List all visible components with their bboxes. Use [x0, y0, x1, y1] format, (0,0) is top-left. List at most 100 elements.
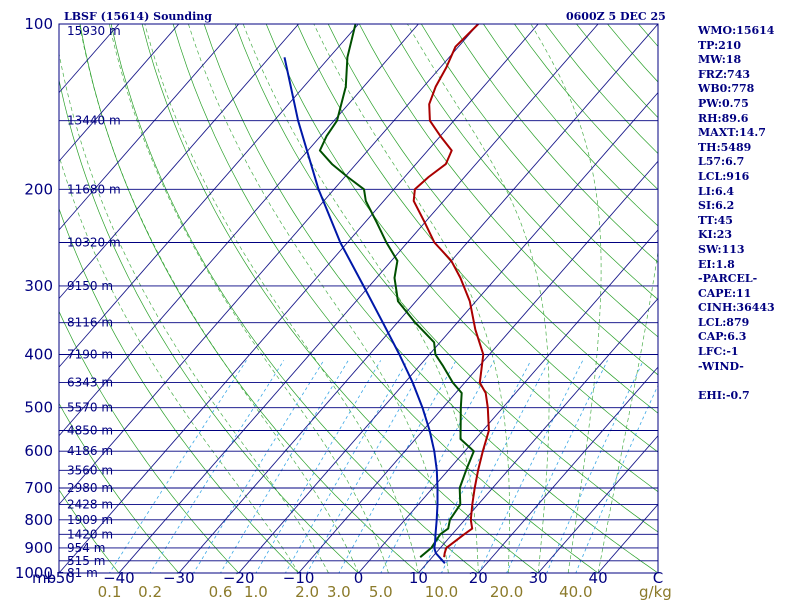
index-entry: CAP:6.3	[698, 330, 747, 344]
pressure-tick-label: 500	[24, 399, 53, 417]
pressure-tick-label: 400	[24, 346, 53, 364]
isotherm	[358, 229, 658, 573]
isotherm	[477, 366, 658, 573]
mixing-ratio-line	[506, 360, 608, 573]
observation-time: 0600Z 5 DEC 25	[566, 10, 666, 23]
height-label: 7190 m	[67, 348, 113, 362]
mixing-ratio-tick-label: 0.6	[209, 583, 233, 600]
mixing-ratio-tick-label: 1.0	[244, 583, 268, 600]
index-entry: LCL:916	[698, 169, 750, 183]
isotherm	[238, 91, 658, 573]
pressure-tick-label: 200	[24, 180, 53, 198]
temperature-tick-label: −20	[223, 569, 255, 587]
index-entry: -PARCEL-	[698, 272, 758, 286]
isotherm	[59, 24, 359, 368]
index-entry: SW:113	[698, 242, 745, 256]
temperature-tick-label: −50	[43, 569, 75, 587]
dry-adiabat	[327, 24, 658, 414]
temperature-tick-label: −40	[103, 569, 135, 587]
height-label: 3560 m	[67, 463, 113, 477]
mixing-ratio-tick-label: 5.0	[369, 583, 393, 600]
dry-adiabat	[141, 24, 539, 573]
mixing-ratio-unit-label: g/kg	[639, 583, 672, 600]
mixing-ratio-tick-label: 2.0	[295, 583, 319, 600]
isotherm	[118, 24, 599, 573]
pressure-tick-label: 300	[24, 277, 53, 295]
height-label: 5570 m	[67, 401, 113, 415]
pressure-tick-label: 900	[24, 539, 53, 557]
isotherm	[178, 24, 658, 573]
isotherm	[59, 24, 180, 162]
mixing-ratio-tick-label: 3.0	[327, 583, 351, 600]
index-entry: LI:6.4	[698, 184, 735, 198]
mixing-ratio-line	[441, 360, 550, 573]
dry-adiabat	[110, 24, 479, 573]
dry-adiabat	[203, 24, 658, 573]
index-entry: FRZ:743	[698, 67, 751, 81]
mixing-ratio-line	[149, 360, 285, 573]
index-entry: EHI:-0.7	[698, 388, 750, 402]
index-entry: PW:0.75	[698, 96, 749, 110]
parcel-line	[283, 57, 446, 564]
isotherm	[59, 24, 539, 573]
index-entry: TP:210	[698, 38, 742, 52]
temperature-line	[412, 24, 490, 558]
mixing-ratio-line	[109, 360, 247, 573]
index-entry: CINH:36443	[698, 301, 775, 315]
height-label: 10320 m	[67, 236, 121, 250]
index-entry: SI:6.2	[698, 199, 735, 213]
height-label: 2980 m	[67, 481, 113, 495]
dry-adiabat	[59, 572, 60, 573]
index-entry: RH:89.6	[698, 111, 749, 125]
temperature-tick-label: −30	[163, 569, 195, 587]
mixing-ratio-line	[380, 360, 495, 573]
index-entry: CAPE:11	[698, 286, 752, 300]
height-label: 11680 m	[67, 182, 121, 196]
index-entry: MAXT:14.7	[698, 126, 766, 140]
pressure-tick-label: 100	[24, 15, 53, 33]
height-label: 515 m	[67, 554, 105, 568]
height-label: 1909 m	[67, 513, 113, 527]
dry-adiabat	[234, 24, 658, 533]
sounding-profiles	[283, 24, 490, 564]
height-label: 4850 m	[67, 424, 113, 438]
temperature-tick-label: 30	[529, 569, 548, 587]
height-label: 6343 m	[67, 376, 113, 390]
dewpoint-line	[318, 24, 475, 558]
height-label: 4186 m	[67, 444, 113, 458]
height-label: 2428 m	[67, 497, 113, 511]
index-entry: LCL:879	[698, 315, 750, 329]
index-entry: EI:1.8	[698, 257, 735, 271]
dry-adiabat	[59, 310, 240, 573]
index-entry: L57:6.7	[698, 155, 745, 169]
temperature-tick-label: −10	[283, 569, 315, 587]
height-label: 13440 m	[67, 114, 121, 128]
dry-adiabat	[452, 24, 658, 263]
temperature-tick-label: C	[653, 569, 663, 587]
index-entry: TT:45	[698, 213, 733, 227]
pressure-tick-label: 600	[24, 442, 53, 460]
temperature-tick-label: 40	[589, 569, 608, 587]
pressure-tick-label: 700	[24, 479, 53, 497]
dry-adiabat	[421, 24, 658, 300]
isotherm	[298, 160, 658, 573]
dry-adiabat	[389, 24, 658, 338]
height-label: 9150 m	[67, 279, 113, 293]
mixing-ratio-axis: 0.1 0.2 0.6 1.0 2.0 3.0 5.0 10.0 20.0 40.0	[98, 583, 593, 600]
dry-adiabat	[59, 402, 180, 573]
index-entry: -WIND-	[698, 359, 744, 373]
index-entry: KI:23	[698, 228, 733, 242]
dry-adiabat	[59, 489, 120, 573]
temperature-tick-label: 0	[354, 569, 364, 587]
mixing-ratio-line	[478, 360, 584, 573]
pressure-tick-label: 1000	[15, 564, 53, 582]
dry-adiabat	[79, 24, 419, 573]
mixing-ratio-tick-label: 40.0	[559, 583, 592, 600]
height-label: 15930 m	[67, 24, 121, 38]
mixing-ratio-tick-label: 0.2	[138, 583, 162, 600]
isotherm	[537, 435, 658, 573]
isotherm	[59, 24, 479, 506]
mixing-ratio-tick-label: 20.0	[490, 583, 523, 600]
isotherm	[59, 24, 240, 231]
